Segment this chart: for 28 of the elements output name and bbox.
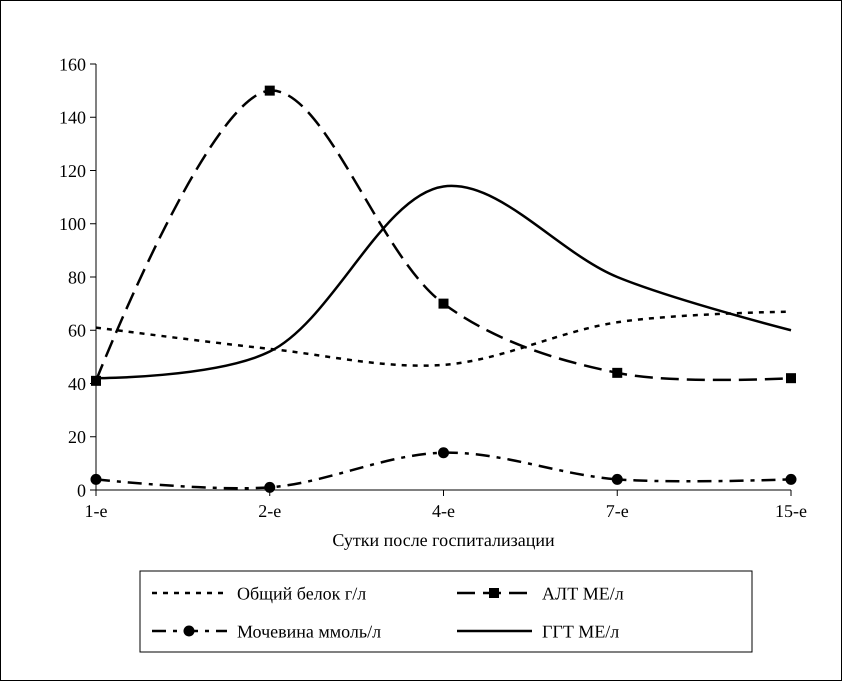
point bbox=[612, 368, 622, 378]
y-tick-label: 20 bbox=[68, 427, 86, 448]
y-tick-label: 100 bbox=[59, 214, 86, 234]
x-tick-label: 4-е bbox=[432, 501, 455, 521]
legend-label: АЛТ МЕ/л bbox=[542, 583, 624, 604]
point bbox=[612, 474, 623, 485]
point bbox=[438, 298, 448, 309]
x-tick-label: 1-е bbox=[84, 501, 108, 521]
x-tick-label: 2-е bbox=[258, 501, 282, 521]
y-tick-label: 140 bbox=[59, 108, 86, 128]
legend-label: Общий белок г/л bbox=[237, 583, 366, 604]
legend-label: Мочевина ммоль/л bbox=[237, 621, 382, 642]
y-tick-label: 80 bbox=[68, 267, 86, 288]
y-tick-label: 40 bbox=[68, 374, 86, 394]
point bbox=[264, 86, 275, 96]
y-tick-label: 60 bbox=[68, 320, 86, 341]
legend-label: ГГТ МЕ/л bbox=[542, 621, 620, 642]
y-tick-label: 0 bbox=[77, 480, 86, 500]
y-tick-label: 120 bbox=[59, 160, 86, 181]
x-tick-label: 15-е bbox=[775, 501, 807, 521]
x-axis-title: Сутки после госпитализации bbox=[332, 530, 556, 550]
point bbox=[264, 482, 276, 493]
point bbox=[786, 474, 796, 485]
point bbox=[90, 474, 102, 485]
y-tick-label: 160 bbox=[59, 54, 86, 74]
x-tick-label: 7-е bbox=[606, 501, 629, 521]
point bbox=[786, 373, 796, 384]
point bbox=[438, 447, 449, 458]
